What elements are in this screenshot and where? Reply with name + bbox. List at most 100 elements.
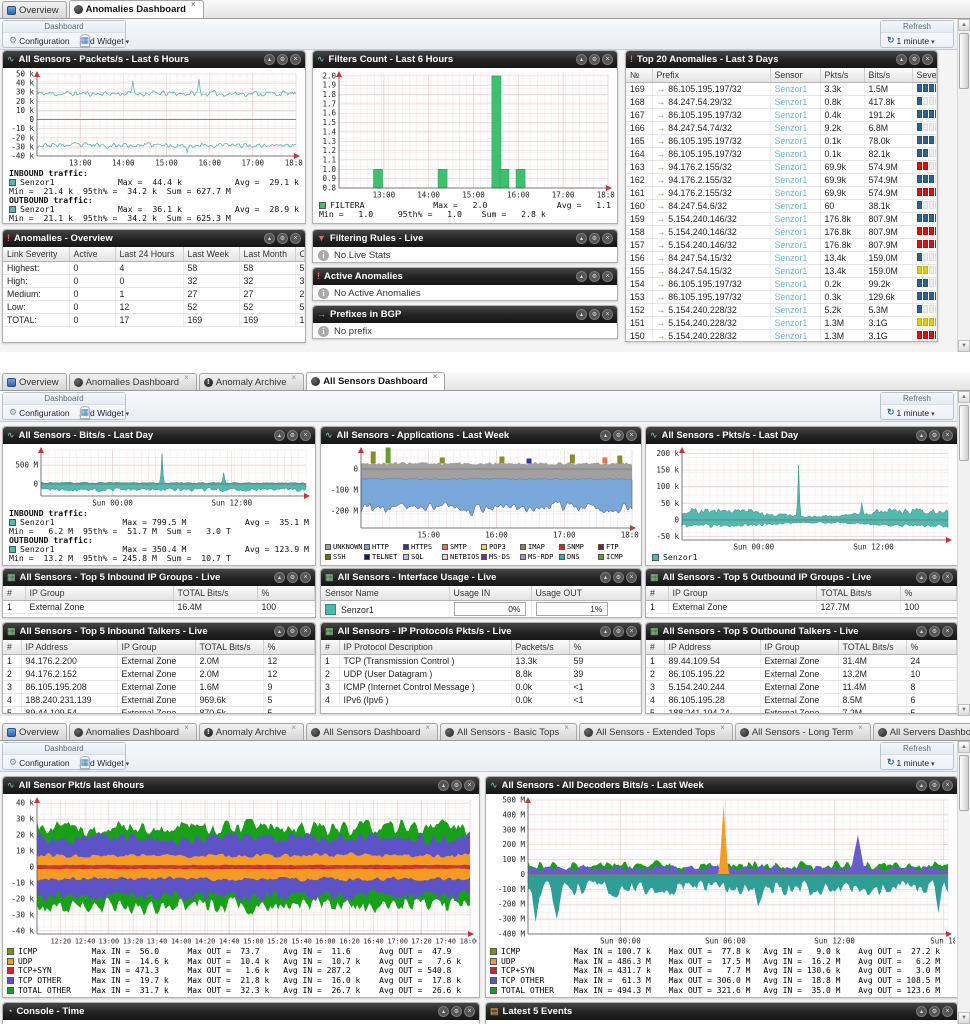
tab-anomalies-dashboard[interactable]: Anomalies Dashboard: [68, 373, 197, 390]
column-header[interactable]: Last 24 Hours: [115, 247, 184, 262]
tab-close-icon[interactable]: [292, 724, 297, 732]
widget-header[interactable]: All Sensors - Top 5 Inbound Talkers - Li…: [3, 623, 315, 640]
sensor-link[interactable]: Senzor1: [774, 201, 808, 211]
sensor-link[interactable]: Senzor1: [774, 175, 808, 185]
close-icon[interactable]: [290, 54, 301, 65]
widget-header[interactable]: All Sensors - Top 5 Outbound IP Groups -…: [646, 569, 957, 586]
collapse-button[interactable]: [916, 1006, 927, 1017]
tab-close-icon[interactable]: [184, 724, 189, 732]
close-icon[interactable]: [300, 626, 311, 637]
tab-overview[interactable]: Overview: [2, 723, 67, 740]
sensor-link[interactable]: Senzor1: [774, 266, 808, 276]
close-icon[interactable]: [922, 54, 933, 65]
scroll-down-arrow[interactable]: ▼: [958, 1012, 970, 1024]
gear-icon[interactable]: [287, 430, 298, 441]
sensor-link[interactable]: Senzor1: [774, 110, 808, 120]
collapse-button[interactable]: [916, 430, 927, 441]
collapse-button[interactable]: [600, 572, 611, 583]
close-icon[interactable]: [626, 626, 637, 637]
add-widget-button[interactable]: Add Widget: [77, 34, 132, 47]
vertical-scrollbar[interactable]: ▲ ▼: [957, 19, 970, 352]
close-icon[interactable]: [602, 271, 613, 282]
column-header[interactable]: #: [3, 640, 22, 655]
close-icon[interactable]: [942, 430, 953, 441]
widget-header[interactable]: Latest 5 Events: [486, 1003, 957, 1020]
column-header[interactable]: Last Week: [183, 247, 240, 262]
column-header[interactable]: IP Group: [117, 640, 196, 655]
collapse-button[interactable]: [576, 271, 587, 282]
collapse-button[interactable]: [896, 54, 907, 65]
collapse-button[interactable]: [600, 626, 611, 637]
close-icon[interactable]: [626, 430, 637, 441]
gear-icon[interactable]: [277, 54, 288, 65]
widget-header[interactable]: All Sensors - All Decoders Bits/s - Last…: [486, 777, 957, 794]
sensor-link[interactable]: Senzor1: [774, 279, 808, 289]
tab-close-icon[interactable]: [433, 373, 438, 381]
column-header[interactable]: #: [646, 640, 665, 655]
collapse-button[interactable]: [438, 780, 449, 791]
column-header[interactable]: %: [906, 640, 957, 655]
widget-header[interactable]: Top 20 Anomalies - Last 3 Days: [626, 51, 937, 68]
column-header[interactable]: Usage IN: [449, 586, 532, 601]
close-icon[interactable]: [942, 572, 953, 583]
column-header[interactable]: Severity: [912, 68, 937, 83]
configuration-button[interactable]: Configuration: [6, 34, 73, 47]
widget-header[interactable]: All Sensors - Top 5 Outbound Talkers - L…: [646, 623, 957, 640]
vertical-scrollbar[interactable]: ▲ ▼: [957, 391, 970, 716]
collapse-button[interactable]: [576, 54, 587, 65]
widget-header[interactable]: All Sensor Pkt/s last 6hours: [3, 777, 479, 794]
collapse-button[interactable]: [264, 54, 275, 65]
refresh-interval-select[interactable]: 1 minute: [884, 406, 938, 419]
sensor-link[interactable]: Senzor1: [774, 97, 808, 107]
tab-overview[interactable]: Overview: [2, 1, 67, 18]
column-header[interactable]: Packets/s: [511, 640, 570, 655]
widget-header[interactable]: All Sensors - Interface Usage - Live: [321, 569, 641, 586]
sensor-link[interactable]: Senzor1: [774, 149, 808, 159]
widget-header[interactable]: All Sensors - Packets/s - Last 6 Hours: [3, 51, 305, 68]
column-header[interactable]: Sensor: [770, 68, 821, 83]
tab-close-icon[interactable]: [191, 1, 196, 9]
gear-icon[interactable]: [929, 430, 940, 441]
close-icon[interactable]: [942, 780, 953, 791]
column-header[interactable]: IP Address: [664, 640, 761, 655]
column-header[interactable]: TOTAL Bits/s: [195, 640, 264, 655]
scroll-down-arrow[interactable]: ▼: [958, 340, 970, 352]
gear-icon[interactable]: [589, 54, 600, 65]
column-header[interactable]: Pkts/s: [820, 68, 865, 83]
column-header[interactable]: №: [626, 68, 653, 83]
scroll-up-arrow[interactable]: ▲: [958, 391, 970, 403]
tab-close-icon[interactable]: [292, 374, 297, 382]
column-header[interactable]: IP Group: [760, 640, 839, 655]
tab-all-sensors-dashboard[interactable]: All Sensors Dashboard: [306, 723, 439, 740]
column-header[interactable]: Active: [69, 247, 116, 262]
tab-anomaly-archive[interactable]: Anomaly Archive: [198, 373, 305, 390]
scrollbar-thumb[interactable]: [959, 405, 969, 461]
tab-all-servers-dashboard[interactable]: All Servers Dashboard: [872, 723, 970, 740]
close-icon[interactable]: [300, 430, 311, 441]
gear-icon[interactable]: [613, 430, 624, 441]
collapse-button[interactable]: [274, 572, 285, 583]
widget-header[interactable]: Filtering Rules - Live: [313, 230, 617, 247]
collapse-button[interactable]: [916, 780, 927, 791]
column-header[interactable]: Usage OUT: [531, 586, 641, 601]
column-header[interactable]: #: [321, 640, 340, 655]
column-header[interactable]: Overall: [295, 247, 305, 262]
collapse-button[interactable]: [916, 572, 927, 583]
column-header[interactable]: %: [257, 586, 315, 601]
tab-anomaly-archive[interactable]: Anomaly Archive: [198, 723, 305, 740]
tab-close-icon[interactable]: [720, 724, 725, 732]
tab-close-icon[interactable]: [425, 724, 430, 732]
column-header[interactable]: Last Month: [239, 247, 296, 262]
collapse-button[interactable]: [438, 1006, 449, 1017]
sensor-link[interactable]: Senzor1: [774, 84, 808, 94]
tab-anomalies-dashboard[interactable]: Anomalies Dashboard: [68, 723, 197, 740]
add-widget-button[interactable]: Add Widget: [77, 756, 132, 769]
tab-close-icon[interactable]: [184, 374, 189, 382]
gear-icon[interactable]: [929, 1006, 940, 1017]
close-icon[interactable]: [942, 1006, 953, 1017]
widget-header[interactable]: Active Anomalies: [313, 268, 617, 285]
close-icon[interactable]: [464, 780, 475, 791]
widget-header[interactable]: Filters Count - Last 6 Hours: [313, 51, 617, 68]
gear-icon[interactable]: [929, 572, 940, 583]
tab-overview[interactable]: Overview: [2, 373, 67, 390]
